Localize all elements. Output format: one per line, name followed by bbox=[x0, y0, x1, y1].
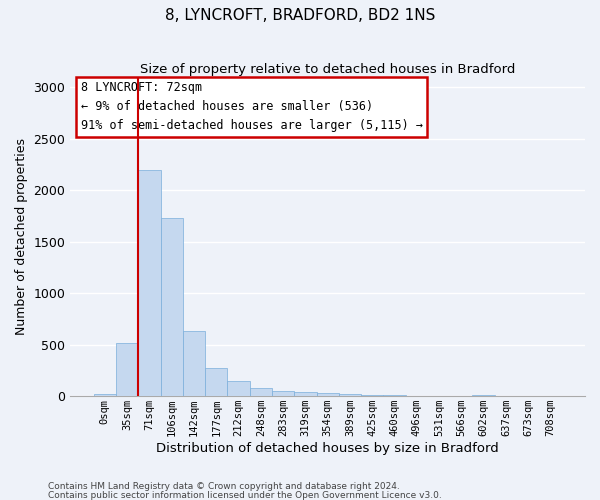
Y-axis label: Number of detached properties: Number of detached properties bbox=[15, 138, 28, 335]
Bar bbox=[116, 342, 138, 396]
Bar bbox=[317, 394, 339, 396]
Bar bbox=[138, 170, 161, 396]
Bar bbox=[227, 381, 250, 396]
Bar bbox=[205, 368, 227, 396]
X-axis label: Distribution of detached houses by size in Bradford: Distribution of detached houses by size … bbox=[156, 442, 499, 455]
Bar bbox=[339, 394, 361, 396]
Bar bbox=[94, 394, 116, 396]
Bar bbox=[161, 218, 183, 396]
Title: Size of property relative to detached houses in Bradford: Size of property relative to detached ho… bbox=[140, 62, 515, 76]
Bar bbox=[183, 331, 205, 396]
Bar bbox=[294, 392, 317, 396]
Bar bbox=[361, 395, 383, 396]
Bar bbox=[472, 394, 495, 396]
Text: 8 LYNCROFT: 72sqm
← 9% of detached houses are smaller (536)
91% of semi-detached: 8 LYNCROFT: 72sqm ← 9% of detached house… bbox=[80, 82, 422, 132]
Text: Contains HM Land Registry data © Crown copyright and database right 2024.: Contains HM Land Registry data © Crown c… bbox=[48, 482, 400, 491]
Bar bbox=[250, 388, 272, 396]
Text: Contains public sector information licensed under the Open Government Licence v3: Contains public sector information licen… bbox=[48, 490, 442, 500]
Bar bbox=[272, 391, 294, 396]
Text: 8, LYNCROFT, BRADFORD, BD2 1NS: 8, LYNCROFT, BRADFORD, BD2 1NS bbox=[165, 8, 435, 22]
